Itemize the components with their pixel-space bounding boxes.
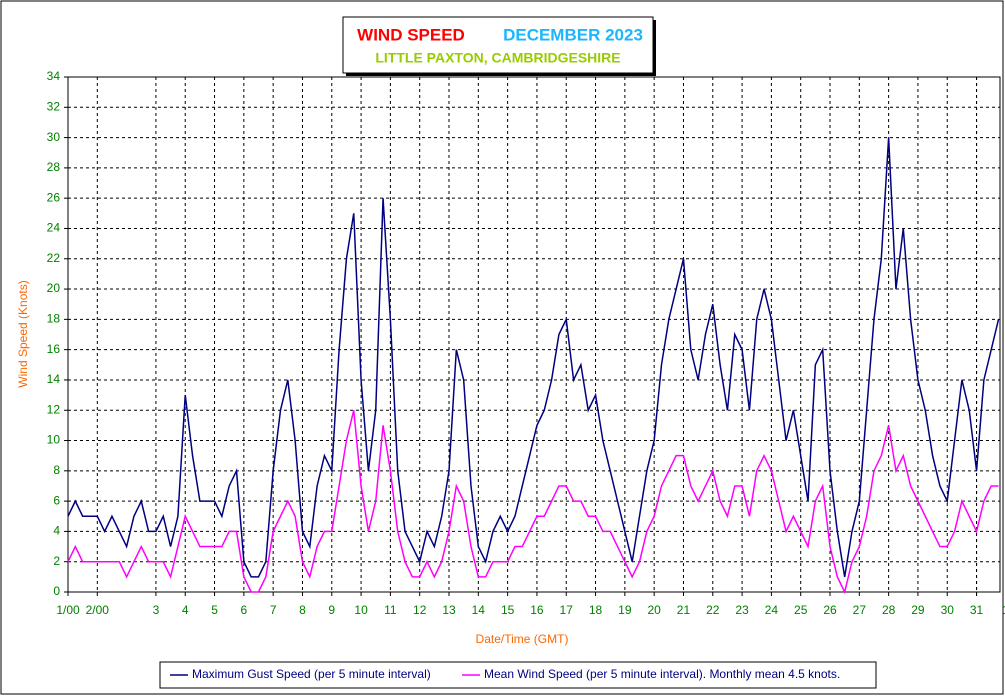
y-tick-label: 18 bbox=[47, 312, 61, 326]
chart-subtitle: LITTLE PAXTON, CAMBRIDGESHIRE bbox=[375, 50, 620, 66]
x-tick-label: 1 bbox=[1003, 603, 1005, 617]
y-tick-label: 24 bbox=[47, 221, 61, 235]
y-tick-label: 16 bbox=[47, 342, 61, 356]
y-tick-label: 22 bbox=[47, 251, 61, 265]
plot-border bbox=[67, 76, 1001, 593]
legend-label: Maximum Gust Speed (per 5 minute interva… bbox=[192, 667, 431, 681]
x-tick-label: 13 bbox=[442, 603, 456, 617]
x-tick-label: 11 bbox=[384, 603, 397, 617]
x-tick-label: 22 bbox=[706, 603, 720, 617]
y-tick-label: 14 bbox=[47, 372, 61, 386]
chart-title: WIND SPEED bbox=[357, 25, 465, 44]
x-tick-label: 17 bbox=[560, 603, 574, 617]
x-tick-label: 31 bbox=[970, 603, 984, 617]
x-tick-label: 28 bbox=[882, 603, 896, 617]
y-tick-label: 20 bbox=[47, 281, 61, 295]
x-tick-label: 15 bbox=[501, 603, 515, 617]
x-tick-label: 25 bbox=[794, 603, 808, 617]
x-tick-label: 30 bbox=[941, 603, 955, 617]
title-box bbox=[342, 16, 654, 74]
x-tick-label: 1/00 bbox=[56, 603, 80, 617]
x-tick-label: 26 bbox=[823, 603, 837, 617]
x-tick-label: 19 bbox=[618, 603, 632, 617]
x-axis-label: Date/Time (GMT) bbox=[476, 632, 569, 646]
x-tick-label: 3 bbox=[153, 603, 160, 617]
y-tick-label: 32 bbox=[47, 99, 61, 113]
y-tick-label: 12 bbox=[47, 402, 61, 416]
y-tick-label: 4 bbox=[53, 524, 60, 538]
legend-label: Mean Wind Speed (per 5 minute interval).… bbox=[484, 667, 840, 681]
x-tick-label: 24 bbox=[765, 603, 779, 617]
x-tick-label: 29 bbox=[911, 603, 925, 617]
plot-area bbox=[68, 77, 1000, 592]
x-tick-label: 6 bbox=[241, 603, 248, 617]
y-tick-label: 6 bbox=[53, 493, 60, 507]
x-tick-label: 12 bbox=[413, 603, 427, 617]
x-tick-label: 8 bbox=[299, 603, 306, 617]
y-tick-label: 26 bbox=[47, 190, 61, 204]
x-tick-label: 7 bbox=[270, 603, 277, 617]
x-tick-label: 20 bbox=[647, 603, 661, 617]
series-line bbox=[67, 410, 999, 595]
x-tick-label: 16 bbox=[530, 603, 544, 617]
y-axis-label: Wind Speed (Knots) bbox=[16, 280, 30, 387]
chart-title-period: DECEMBER 2023 bbox=[503, 25, 643, 44]
x-tick-label: 21 bbox=[677, 603, 691, 617]
y-tick-label: 2 bbox=[53, 554, 60, 568]
series-line bbox=[67, 137, 1000, 578]
x-tick-label: 18 bbox=[589, 603, 603, 617]
y-tick-label: 10 bbox=[47, 433, 61, 447]
x-tick-label: 2/00 bbox=[86, 603, 110, 617]
y-tick-label: 34 bbox=[47, 69, 61, 83]
x-tick-label: 4 bbox=[182, 603, 189, 617]
x-tick-label: 9 bbox=[328, 603, 335, 617]
y-tick-label: 30 bbox=[47, 130, 61, 144]
legend bbox=[159, 661, 877, 689]
x-tick-label: 14 bbox=[472, 603, 486, 617]
y-tick-label: 28 bbox=[47, 160, 61, 174]
x-tick-label: 10 bbox=[354, 603, 368, 617]
y-tick-label: 8 bbox=[53, 463, 60, 477]
x-tick-label: 27 bbox=[853, 603, 867, 617]
x-tick-label: 23 bbox=[735, 603, 749, 617]
x-tick-label: 5 bbox=[211, 603, 218, 617]
y-tick-label: 0 bbox=[53, 584, 60, 598]
